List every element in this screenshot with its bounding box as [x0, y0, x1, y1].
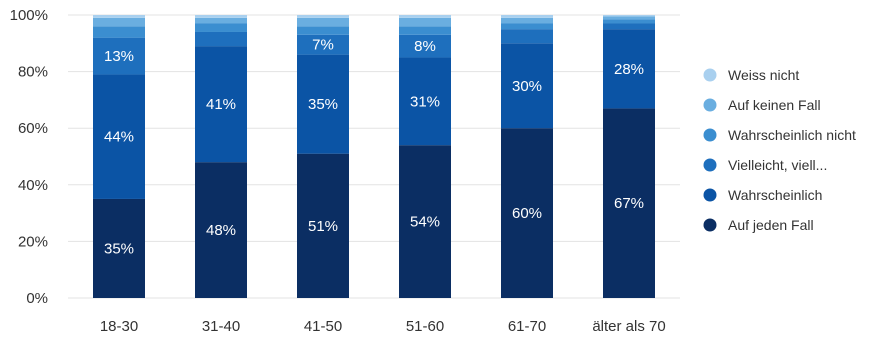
bar-segment: [399, 34, 451, 58]
bar-segment: [195, 23, 247, 32]
data-label: 8%: [414, 38, 436, 55]
legend-swatch: [703, 158, 717, 172]
legend-label: Wahrscheinlich nicht: [728, 127, 856, 143]
bar-segment: [501, 29, 553, 44]
y-tick-label: 60%: [18, 120, 48, 137]
x-tick-label: 41-50: [304, 318, 342, 335]
bar-segment: [399, 145, 451, 298]
data-label: 51%: [308, 218, 338, 235]
data-label: 13%: [104, 48, 134, 65]
y-tick-label: 80%: [18, 64, 48, 81]
bar-segment: [603, 108, 655, 298]
bar-segment: [603, 16, 655, 20]
legend-swatch: [703, 188, 717, 202]
legend-item[interactable]: Weiss nicht: [703, 67, 800, 83]
bar-segment: [297, 17, 349, 27]
bar-segment: [297, 153, 349, 298]
bar-segment: [501, 128, 553, 298]
data-label: 60%: [512, 205, 542, 222]
data-label: 28%: [614, 61, 644, 78]
bar-segment: [195, 46, 247, 163]
data-label: 67%: [614, 195, 644, 212]
x-axis: 18-30 31-40 41-50 51-60 61-70 älter als 70: [100, 318, 666, 335]
legend-label: Auf keinen Fall: [728, 97, 821, 113]
legend-label: Vielleicht, viell...: [728, 157, 827, 173]
legend-label: Auf jeden Fall: [728, 217, 814, 233]
bar-segment: [501, 23, 553, 30]
bar-segment: [603, 15, 655, 17]
data-label: 35%: [104, 240, 134, 257]
x-tick-label: 51-60: [406, 318, 444, 335]
data-label: 7%: [312, 37, 334, 54]
bars-layer: 35% 44% 13% 48% 41% 51% 35% 7% 54% 31% 8% 60% 30% 67%…: [93, 15, 655, 298]
bar-segment: [501, 17, 553, 24]
y-axis: 0% 20% 40% 60% 80% 100%: [10, 7, 48, 307]
bar-segment: [297, 34, 349, 55]
bar-segment: [297, 15, 349, 18]
legend-swatch: [703, 128, 717, 142]
legend-item[interactable]: Vielleicht, viell...: [703, 157, 828, 173]
y-tick-label: 20%: [18, 233, 48, 250]
x-tick-label: 61-70: [508, 318, 546, 335]
legend-item[interactable]: Auf jeden Fall: [703, 217, 814, 233]
legend-swatch: [703, 218, 717, 232]
bar-segment: [93, 198, 145, 298]
x-tick-label: 18-30: [100, 318, 138, 335]
data-label: 41%: [206, 96, 236, 113]
bar-segment: [399, 57, 451, 146]
bar-segment: [399, 26, 451, 35]
data-label: 31%: [410, 93, 440, 110]
bar-segment: [195, 15, 247, 18]
bar-segment: [603, 19, 655, 24]
x-tick-label: älter als 70: [592, 318, 665, 335]
data-label: 48%: [206, 222, 236, 239]
bar-segment: [93, 15, 145, 18]
legend-swatch: [703, 98, 717, 112]
legend-label: Wahrscheinlich: [728, 187, 822, 203]
legend-item[interactable]: Auf keinen Fall: [703, 97, 821, 113]
data-label: 54%: [410, 214, 440, 231]
bar-segment: [399, 15, 451, 18]
bar-segment: [195, 31, 247, 47]
legend-item[interactable]: Wahrscheinlich: [703, 187, 823, 203]
bar-segment: [93, 17, 145, 27]
x-tick-label: 31-40: [202, 318, 240, 335]
y-tick-label: 40%: [18, 177, 48, 194]
legend: Weiss nicht Auf keinen Fall Wahrscheinlich…: [703, 67, 856, 233]
bar-segment: [297, 54, 349, 154]
y-tick-label: 0%: [26, 290, 48, 307]
bar-segment: [297, 26, 349, 35]
bar-segment: [195, 162, 247, 298]
bar-segment: [93, 37, 145, 75]
grid-layer: [68, 14, 680, 299]
data-label: 30%: [512, 78, 542, 95]
bar-segment: [501, 15, 553, 18]
y-tick-label: 100%: [10, 7, 48, 24]
bar-segment: [399, 17, 451, 27]
legend-swatch: [703, 68, 717, 82]
data-label: 44%: [104, 129, 134, 146]
bar-segment: [93, 74, 145, 199]
bar-segment: [603, 23, 655, 30]
data-label: 35%: [308, 96, 338, 113]
bar-segment: [603, 29, 655, 109]
bar-segment: [501, 43, 553, 129]
bar-segment: [195, 17, 247, 24]
legend-item[interactable]: Wahrscheinlich nicht: [703, 127, 856, 143]
legend-label: Weiss nicht: [728, 67, 799, 83]
bar-segment: [93, 26, 145, 38]
